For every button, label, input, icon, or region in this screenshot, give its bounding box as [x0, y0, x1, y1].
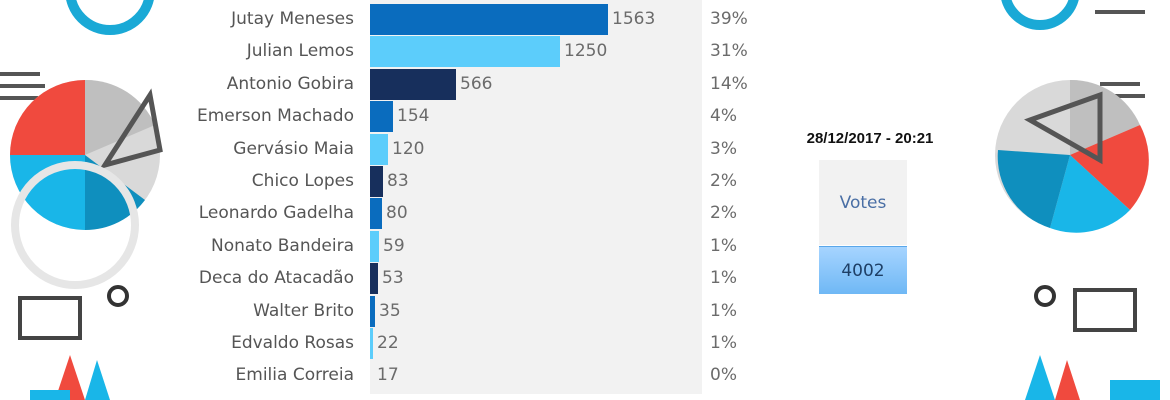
vote-percent: 31% [710, 41, 748, 62]
vote-percent: 1% [710, 235, 737, 256]
vote-percent: 1% [710, 333, 737, 353]
vote-bar [370, 263, 378, 295]
vote-bar [370, 36, 560, 68]
vote-count: 80 [386, 203, 408, 224]
candidate-name: Edvaldo Rosas [231, 333, 354, 353]
vote-bar [370, 295, 375, 327]
vote-percent: 0% [710, 365, 737, 386]
vote-count: 566 [460, 73, 493, 94]
candidate-name: Chico Lopes [251, 171, 354, 191]
vote-percent: 3% [710, 138, 737, 159]
candidate-name: Walter Brito [253, 300, 354, 321]
candidate-name: Nonato Bandeira [210, 235, 354, 256]
vote-bar [370, 328, 373, 359]
vote-percent: 2% [710, 203, 737, 224]
candidate-name: Gervásio Maia [233, 138, 354, 159]
candidate-name: Emilia Correia [235, 365, 354, 386]
decorative-infographic-left [0, 0, 163, 400]
vote-percent: 39% [710, 9, 748, 29]
candidate-name: Deca do Atacadão [198, 268, 354, 289]
votes-box: Votes 4002 [819, 160, 907, 294]
vote-count: 154 [397, 106, 430, 127]
vote-bar [370, 198, 382, 230]
timestamp: 28/12/2017 - 20:21 [806, 130, 934, 147]
vote-bar [370, 68, 456, 100]
vote-percent: 4% [710, 106, 737, 127]
candidate-name: Antonio Gobira [226, 73, 354, 94]
vote-count: 1250 [564, 41, 608, 62]
vote-percent: 14% [710, 73, 748, 94]
vote-bar [370, 166, 383, 197]
vote-percent: 1% [710, 300, 737, 321]
vote-count: 22 [377, 333, 399, 353]
vote-count: 17 [377, 365, 399, 386]
vote-percent: 2% [710, 171, 737, 191]
vote-count: 1563 [612, 9, 656, 29]
candidate-name: Emerson Machado [196, 106, 354, 127]
vote-bar [370, 4, 608, 35]
votes-total: 4002 [819, 246, 907, 294]
votes-label: Votes [819, 160, 907, 245]
vote-count: 59 [383, 235, 405, 256]
vote-count: 83 [387, 171, 409, 191]
decorative-infographic-right [995, 0, 1160, 400]
vote-count: 120 [392, 138, 425, 159]
candidate-name: Julian Lemos [246, 41, 354, 62]
vote-count: 35 [379, 300, 401, 321]
vote-bar [370, 360, 373, 392]
vote-bar [370, 101, 393, 133]
vote-count: 53 [382, 268, 404, 289]
vote-bar [370, 230, 379, 262]
candidate-name: Jutay Meneses [231, 9, 354, 29]
vote-percent: 1% [710, 268, 737, 289]
vote-bar [370, 133, 388, 165]
candidate-name: Leonardo Gadelha [198, 203, 354, 224]
